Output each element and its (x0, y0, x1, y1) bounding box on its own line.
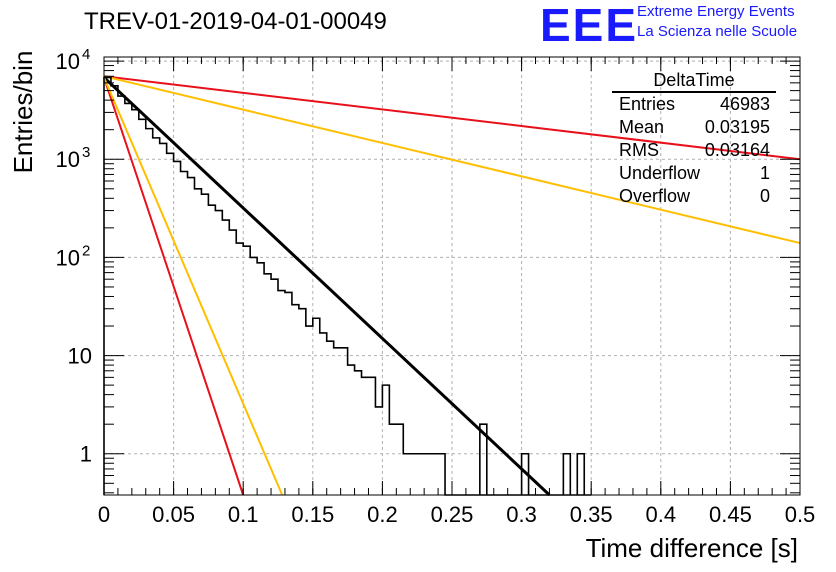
x-tick-label: 0 (98, 502, 110, 527)
x-tick-label: 0.4 (646, 502, 677, 527)
x-axis-label: Time difference [s] (586, 533, 798, 563)
logo-caption: Extreme Energy Events La Scienza nelle S… (637, 2, 797, 42)
histogram-spike (562, 452, 572, 495)
x-tick-labels: 0 0.05 0.1 0.15 0.2 0.25 0.3 0.35 0.4 0.45 0.5 (98, 502, 815, 527)
y-tick-exponent: 4 (82, 46, 90, 63)
y-tick-exponent: 2 (82, 242, 90, 259)
histogram-spike (520, 452, 530, 495)
stats-label-underflow: Underflow (619, 163, 701, 183)
y-tick-label: 10 (68, 344, 92, 369)
axis-ticks (103, 57, 801, 495)
y-tick-label: 1 (80, 442, 92, 467)
y-tick-label: 10 (56, 245, 80, 270)
histogram (103, 76, 592, 496)
x-tick-label: 0.45 (709, 502, 752, 527)
stats-value-mean: 0.03195 (705, 117, 770, 137)
stats-box: DeltaTime Entries 46983 Mean 0.03195 RMS… (612, 70, 776, 206)
fit-line (102, 76, 551, 497)
x-tick-label: 0.5 (785, 502, 816, 527)
x-tick-label: 0.05 (152, 502, 195, 527)
stats-value-entries: 46983 (720, 94, 770, 114)
chart-title: TREV-01-2019-04-01-00049 (84, 8, 387, 35)
x-tick-label: 0.3 (506, 502, 537, 527)
x-tick-label: 0.1 (228, 502, 259, 527)
stats-label-rms: RMS (619, 140, 659, 160)
stats-label-entries: Entries (619, 94, 675, 114)
grid-lines (104, 57, 800, 495)
y-tick-exponent: 3 (82, 144, 90, 161)
red-curve-shallow (103, 75, 801, 161)
stats-value-overflow: 0 (760, 186, 770, 206)
x-tick-label: 0.15 (291, 502, 334, 527)
yellow-curve-shallow (103, 75, 801, 245)
logo-caption-line-1: Extreme Energy Events (637, 3, 795, 20)
stats-title: DeltaTime (653, 70, 734, 90)
x-tick-label: 0.35 (570, 502, 613, 527)
stats-label-overflow: Overflow (619, 186, 691, 206)
y-tick-label: 10 (56, 147, 80, 172)
fit-curves (102, 75, 801, 497)
yellow-curve-steep (103, 77, 284, 496)
logo-caption-line-2: La Scienza nelle Scuole (637, 23, 798, 40)
histogram-spike (479, 423, 488, 495)
stats-value-rms: 0.03164 (705, 140, 770, 160)
y-axis-label: Entries/bin (8, 51, 38, 174)
histogram-spike (576, 452, 586, 495)
stats-label-mean: Mean (619, 117, 664, 137)
y-tick-label: 10 (56, 49, 80, 74)
red-curve-steep (103, 77, 245, 496)
histogram-outline (103, 76, 592, 496)
stats-value-underflow: 1 (760, 163, 770, 183)
x-tick-label: 0.25 (431, 502, 474, 527)
eee-logo: EEE (540, 0, 639, 51)
x-tick-label: 0.2 (367, 502, 398, 527)
